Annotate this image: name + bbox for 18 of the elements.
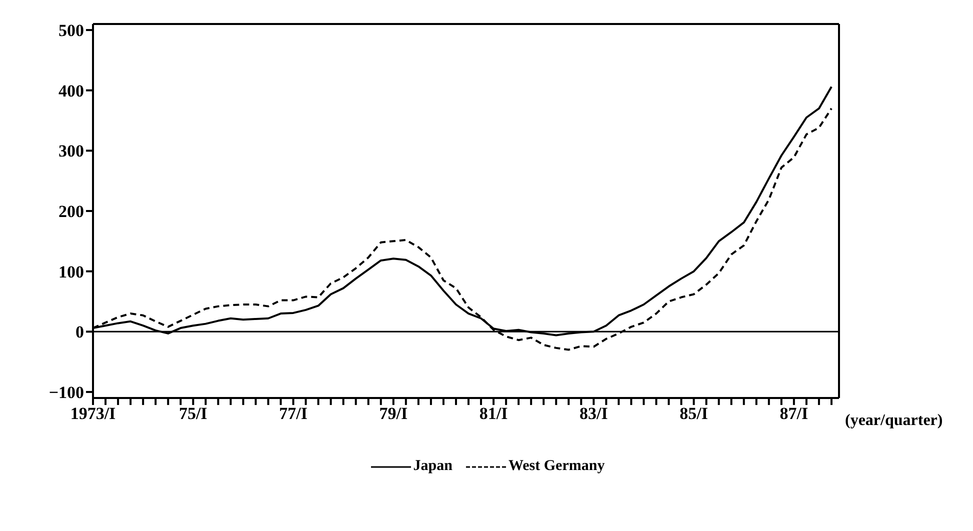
x-tick-label: 85/I bbox=[680, 404, 708, 424]
x-tick-label: 1973/I bbox=[70, 404, 116, 424]
y-tick-label: 200 bbox=[58, 202, 84, 222]
y-tick-label: 0 bbox=[76, 322, 84, 342]
x-tick-label: 79/I bbox=[379, 404, 408, 424]
x-tick-label: 87/I bbox=[780, 404, 808, 424]
x-tick-label: 83/I bbox=[580, 404, 608, 424]
y-tick-label: 400 bbox=[58, 81, 84, 100]
legend-label: Japan bbox=[413, 458, 452, 475]
y-tick-label: −100 bbox=[48, 383, 84, 402]
y-tick-label: 500 bbox=[58, 21, 84, 40]
y-tick-label: 300 bbox=[58, 142, 84, 161]
x-axis-title: (year/quarter) bbox=[845, 412, 943, 429]
x-tick-label: 81/I bbox=[479, 404, 508, 424]
x-tick-label: 77/I bbox=[279, 404, 308, 424]
legend-label: West Germany bbox=[508, 458, 605, 475]
x-tick-label: 75/I bbox=[178, 404, 208, 424]
y-tick-label: 100 bbox=[58, 262, 84, 282]
